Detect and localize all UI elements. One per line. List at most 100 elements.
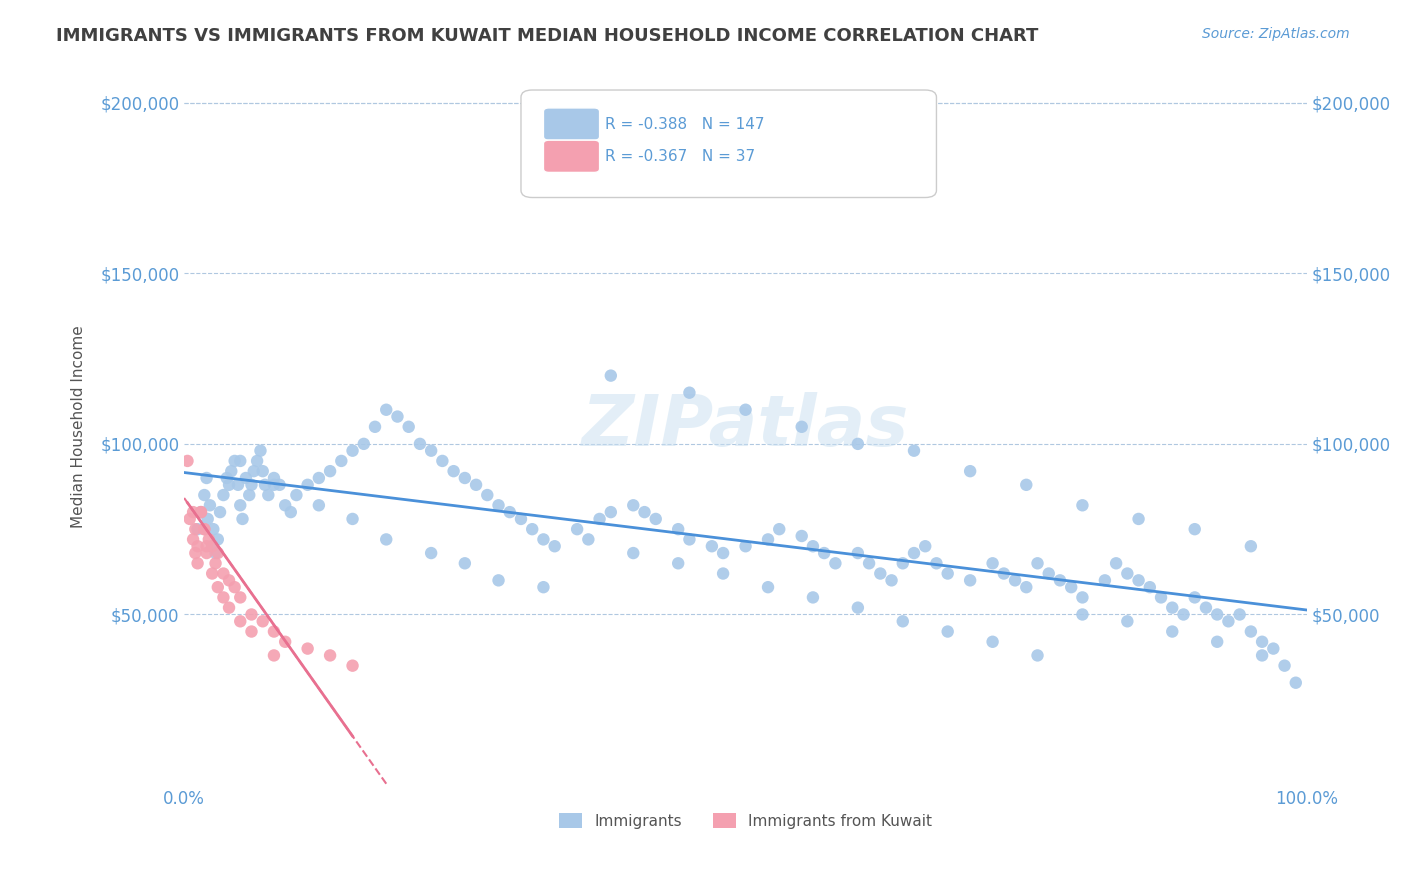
Point bbox=[297, 641, 319, 656]
Point bbox=[398, 419, 420, 434]
Point bbox=[678, 385, 700, 400]
Point bbox=[443, 464, 465, 478]
FancyBboxPatch shape bbox=[522, 90, 936, 197]
Point bbox=[925, 556, 948, 570]
Point bbox=[711, 546, 734, 560]
Point bbox=[176, 454, 198, 468]
Point bbox=[375, 533, 398, 547]
Point bbox=[903, 443, 925, 458]
Point bbox=[229, 454, 252, 468]
Point bbox=[1128, 512, 1150, 526]
Point bbox=[914, 539, 936, 553]
Point bbox=[319, 648, 342, 663]
Point bbox=[588, 512, 610, 526]
Text: IMMIGRANTS VS IMMIGRANTS FROM KUWAIT MEDIAN HOUSEHOLD INCOME CORRELATION CHART: IMMIGRANTS VS IMMIGRANTS FROM KUWAIT MED… bbox=[56, 27, 1039, 45]
Point bbox=[1240, 539, 1263, 553]
Point bbox=[246, 454, 269, 468]
Point bbox=[215, 471, 238, 485]
Point bbox=[1173, 607, 1195, 622]
FancyBboxPatch shape bbox=[544, 108, 599, 140]
Point bbox=[432, 454, 454, 468]
Point bbox=[238, 488, 260, 502]
Point bbox=[801, 539, 824, 553]
Point bbox=[846, 600, 869, 615]
Point bbox=[1105, 556, 1128, 570]
Point bbox=[342, 443, 364, 458]
Point bbox=[342, 658, 364, 673]
Point bbox=[666, 522, 689, 536]
Point bbox=[218, 574, 240, 588]
Point bbox=[229, 498, 252, 512]
Point bbox=[420, 443, 443, 458]
Point bbox=[308, 498, 330, 512]
Point bbox=[198, 533, 221, 547]
Point bbox=[195, 546, 218, 560]
Point bbox=[1015, 580, 1038, 594]
Point bbox=[274, 634, 297, 648]
Point bbox=[240, 624, 263, 639]
Point bbox=[858, 556, 880, 570]
Point bbox=[209, 505, 232, 519]
Point bbox=[181, 533, 204, 547]
Point bbox=[207, 580, 229, 594]
Point bbox=[599, 505, 621, 519]
Point bbox=[263, 478, 285, 492]
Point bbox=[195, 539, 218, 553]
Point bbox=[756, 580, 779, 594]
Point bbox=[846, 437, 869, 451]
Point bbox=[1251, 634, 1274, 648]
Point bbox=[959, 574, 981, 588]
Point bbox=[204, 546, 226, 560]
Point bbox=[1116, 566, 1139, 581]
Point bbox=[375, 402, 398, 417]
Point bbox=[224, 580, 246, 594]
Point bbox=[387, 409, 409, 424]
Point bbox=[235, 471, 257, 485]
Point bbox=[1128, 574, 1150, 588]
Point bbox=[1150, 591, 1173, 605]
Point bbox=[269, 478, 291, 492]
Point bbox=[1195, 600, 1218, 615]
Point bbox=[959, 464, 981, 478]
Point bbox=[1004, 574, 1026, 588]
Point bbox=[1071, 607, 1094, 622]
Point bbox=[190, 505, 212, 519]
Point bbox=[193, 522, 215, 536]
Point bbox=[187, 539, 209, 553]
Point bbox=[644, 512, 666, 526]
Point bbox=[488, 498, 510, 512]
Point bbox=[240, 478, 263, 492]
Point bbox=[522, 522, 544, 536]
Point bbox=[219, 464, 242, 478]
Point bbox=[212, 488, 235, 502]
Point bbox=[197, 512, 219, 526]
Point bbox=[1218, 615, 1240, 629]
Point bbox=[204, 556, 226, 570]
Point bbox=[1229, 607, 1251, 622]
Point bbox=[768, 522, 790, 536]
Point bbox=[224, 454, 246, 468]
Y-axis label: Median Household Income: Median Household Income bbox=[72, 326, 86, 528]
Point bbox=[249, 443, 271, 458]
Point bbox=[903, 546, 925, 560]
Point bbox=[1274, 658, 1296, 673]
Point bbox=[454, 471, 477, 485]
Point bbox=[700, 539, 723, 553]
Point bbox=[510, 512, 533, 526]
Point bbox=[193, 522, 215, 536]
Point bbox=[242, 464, 264, 478]
Point bbox=[633, 505, 655, 519]
Point bbox=[869, 566, 891, 581]
Point bbox=[308, 471, 330, 485]
Point bbox=[263, 624, 285, 639]
Point bbox=[576, 533, 599, 547]
Point bbox=[477, 488, 499, 502]
Point bbox=[846, 546, 869, 560]
Point bbox=[533, 580, 555, 594]
Point bbox=[1285, 675, 1308, 690]
Point bbox=[297, 478, 319, 492]
Point bbox=[801, 591, 824, 605]
Text: Source: ZipAtlas.com: Source: ZipAtlas.com bbox=[1202, 27, 1350, 41]
Point bbox=[734, 402, 756, 417]
Point bbox=[544, 539, 567, 553]
